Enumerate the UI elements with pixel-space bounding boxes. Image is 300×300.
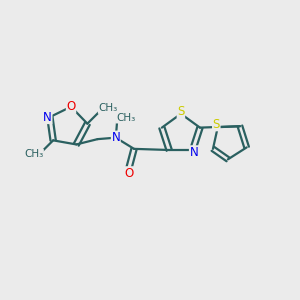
Text: N: N xyxy=(190,146,198,159)
Text: O: O xyxy=(66,100,76,113)
Text: N: N xyxy=(111,131,120,144)
Text: O: O xyxy=(124,167,134,180)
Text: S: S xyxy=(177,105,184,118)
Text: S: S xyxy=(213,118,220,131)
Text: N: N xyxy=(43,110,52,124)
Text: CH₃: CH₃ xyxy=(98,103,118,113)
Text: CH₃: CH₃ xyxy=(24,149,43,160)
Text: CH₃: CH₃ xyxy=(116,113,135,123)
